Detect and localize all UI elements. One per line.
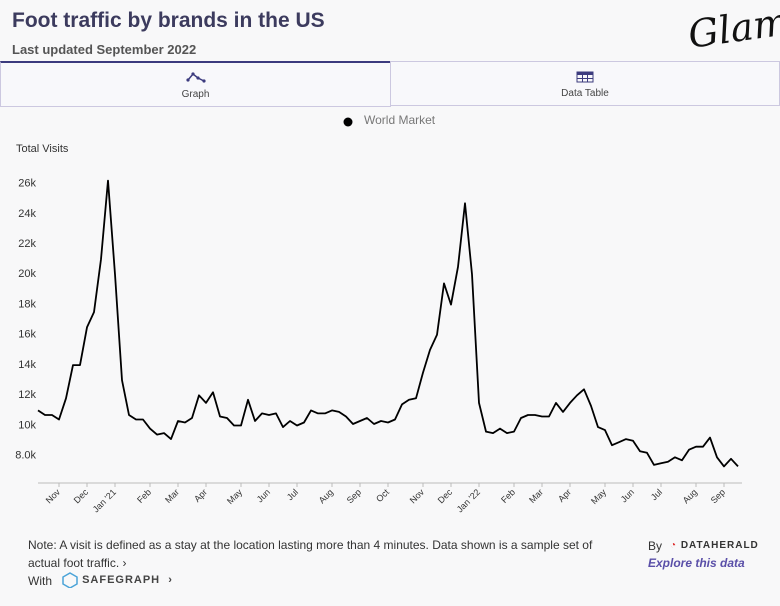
x-tick-label: Oct — [374, 487, 391, 504]
table-icon — [576, 71, 594, 83]
x-tick-label: Sep — [709, 487, 727, 505]
y-tick-label: 12k — [18, 389, 36, 401]
graph-icon — [185, 72, 206, 83]
note-text: actual foot traffic. — [28, 556, 120, 570]
x-tick-label: May — [225, 487, 244, 506]
x-tick-label: Dec — [72, 487, 91, 506]
y-tick-label: 16k — [18, 329, 36, 341]
y-tick-label: 24k — [18, 208, 36, 220]
x-tick-label: Feb — [499, 487, 517, 505]
x-tick-label: Jul — [649, 487, 664, 502]
x-tick-label: Apr — [192, 487, 209, 504]
x-tick-label: Dec — [436, 487, 455, 506]
tab-label: Data Table — [561, 88, 609, 99]
x-tick-label: Aug — [317, 487, 335, 505]
legend-swatch — [343, 117, 353, 127]
x-tick-label: Nov — [408, 487, 427, 506]
x-tick-label: Nov — [44, 487, 63, 506]
by: By — [648, 539, 663, 553]
partner-icon — [62, 572, 78, 589]
y-tick-label: 20k — [18, 268, 36, 280]
x-tick-label: Jan '22 — [455, 487, 482, 514]
x-tick-label: Feb — [135, 487, 153, 505]
x-tick-label: Mar — [163, 487, 181, 505]
legend-label[interactable]: World Market — [364, 113, 436, 127]
tab-graph[interactable]: Graph — [0, 61, 391, 107]
x-tick-label: Mar — [527, 487, 545, 505]
y-tick-label: 22k — [18, 238, 36, 250]
tab-table[interactable]: Data Table — [390, 61, 780, 106]
title: Foot traffic by brands in the US — [12, 9, 325, 32]
tab-label: Graph — [181, 89, 210, 100]
with: With — [28, 574, 52, 588]
partner-name: SAFEGRAPH — [82, 573, 161, 586]
y-tick-label: 26k — [18, 178, 36, 190]
x-tick-label: Apr — [556, 487, 573, 504]
y-tick-label: 18k — [18, 298, 36, 310]
explore-link[interactable]: Explore this data — [648, 556, 745, 570]
chart: World Market Total Visits 8.0k 10k 12k 14k 1… — [15, 113, 742, 514]
x-tick-label: May — [589, 487, 608, 506]
x-tick-label: Aug — [681, 487, 699, 505]
y-tick-label: 14k — [18, 359, 36, 371]
x-tick-label: Sep — [345, 487, 363, 505]
partner[interactable]: SAFEGRAPH › — [62, 572, 173, 589]
subtitle: Last updated September 2022 — [12, 42, 197, 57]
note-line2[interactable]: actual foot traffic. › — [28, 556, 127, 570]
brand-name: DATAHERALD — [680, 540, 759, 551]
x-tick-label: Jun — [619, 487, 636, 504]
line — [37, 179, 739, 468]
y-axis-label: Total Visits — [16, 143, 69, 155]
x-tick-label: Jul — [285, 487, 300, 502]
brand: ◔ DATAHERALD — [670, 540, 759, 551]
x-tick-label: Jun — [255, 487, 272, 504]
x-tick-label: Jan '21 — [91, 487, 118, 514]
y-tick-label: 8.0k — [15, 450, 36, 462]
y-tick-label: 10k — [18, 419, 36, 431]
note: Note: A visit is defined as a stay at th… — [28, 538, 593, 552]
